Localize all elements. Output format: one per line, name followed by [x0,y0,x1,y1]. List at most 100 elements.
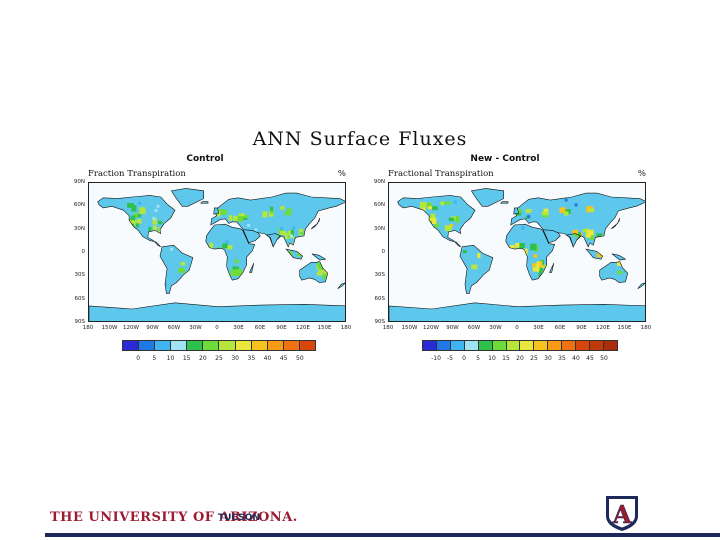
colorbar-swatch [520,341,535,350]
lat-label: 90S [374,319,386,325]
colorbar-swatch [155,341,172,350]
colorbar-label: 50 [600,355,608,362]
lon-label: 30E [233,325,244,331]
continent-antarctica [389,302,645,321]
colorbar-label: -5 [447,355,453,362]
continent-northAmerica [97,195,176,248]
difference-panel: New - Control Fractional Transpiration %… [360,152,652,382]
colorbar-label: 50 [296,355,304,362]
lon-label: 180 [640,325,652,331]
lon-label: 150E [317,325,332,331]
colorbar-label: 45 [279,355,288,362]
colorbar-swatch [123,341,140,350]
lon-label: 90E [576,325,587,331]
world-map [388,182,646,322]
panel-title: New - Control [470,154,540,164]
lon-label: 30W [189,325,202,331]
university-logo-icon: A [606,496,638,531]
colorbar-swatch [299,341,315,350]
lat-label: 30N [73,225,85,232]
lat-label: 0 [81,249,86,255]
continent-southAmerica [159,244,194,294]
colorbar-swatch [283,341,300,350]
lon-label: 150W [401,325,418,331]
colorbar-label: 20 [199,355,207,362]
lon-label: 150W [101,325,118,331]
colorbar-swatch [171,341,188,350]
variable-label: Fraction Transpiration [88,169,186,179]
lat-label: 60N [373,202,385,209]
lon-label: 60W [467,325,481,331]
colorbar-label: 15 [182,355,191,362]
colorbar-label: 5 [152,355,157,362]
lat-label: 30N [373,225,385,232]
colorbar [122,340,316,351]
continent-uk [513,207,520,215]
colorbar-label: 25 [215,355,223,362]
colorbar [422,340,618,351]
continent-arabia [242,229,261,244]
continent-northAmerica [397,195,476,248]
units-label: % [637,169,646,179]
continent-iceland [200,201,209,204]
logo-letter: A [612,500,632,529]
colorbar-swatch [603,341,617,350]
lon-label: 120W [123,325,139,331]
colorbar-swatch [423,341,437,350]
lat-label: 30S [374,272,386,279]
colorbar-swatch [450,341,465,350]
colorbar-label: 30 [231,355,239,362]
colorbar-swatch [139,341,156,350]
units-label: % [337,169,346,179]
colorbar-swatch [464,341,479,350]
lon-label: 0 [515,325,519,331]
colorbar-swatch [267,341,284,350]
lat-label: 60S [74,295,86,302]
colorbar-swatch [219,341,236,350]
colorbar-label: 25 [530,355,538,362]
colorbar-label: 40 [263,355,272,362]
control-panel: Control Fraction Transpiration % 90N 60N 3… [60,152,351,382]
colorbar-swatch [534,341,549,350]
colorbar-label: 5 [476,355,480,362]
university-name: THE UNIVERSITY OF ARIZONA. [50,510,298,525]
colorbar-swatch [187,341,204,350]
colorbar-label: 35 [247,355,256,362]
continent-iceland [500,201,509,204]
colorbar-label: 30 [544,355,552,362]
lat-label: 30S [74,272,86,279]
colorbar-label: 0 [136,355,141,362]
lat-label: 90N [373,179,385,185]
colorbar-swatch [235,341,252,350]
lat-label: 90N [73,179,85,185]
continent-indonesia2 [311,253,327,261]
panel-title: Control [186,154,224,164]
colorbar-label: -10 [431,355,441,362]
lat-label: 60S [374,295,386,302]
colorbar-label: 10 [166,355,175,362]
lon-label: 30E [533,325,544,331]
lon-label: 60E [554,325,566,331]
lon-label: 30W [489,325,502,331]
lon-label: 150E [617,325,632,331]
world-map [88,182,346,322]
continent-madagascar [249,262,255,273]
colorbar-swatch [590,341,604,350]
lon-label: 120E [596,325,610,331]
continent-nz [637,282,645,290]
continent-indonesia2 [611,253,627,261]
colorbar-swatch [548,341,563,350]
continent-africa [505,223,556,281]
continent-uk [213,207,220,215]
colorbar-swatch [506,341,521,350]
colorbar-swatch [576,341,591,350]
colorbar-label: 10 [488,355,496,362]
variable-label: Fractional Transpiration [388,169,494,179]
continent-india [565,233,581,248]
footer-rule [45,533,720,537]
lon-label: 90E [276,325,287,331]
lon-label: 90W [446,325,459,331]
page-title: ANN Surface Fluxes [252,128,468,150]
lon-label: 180 [382,325,394,331]
colorbar-label: 0 [462,355,466,362]
